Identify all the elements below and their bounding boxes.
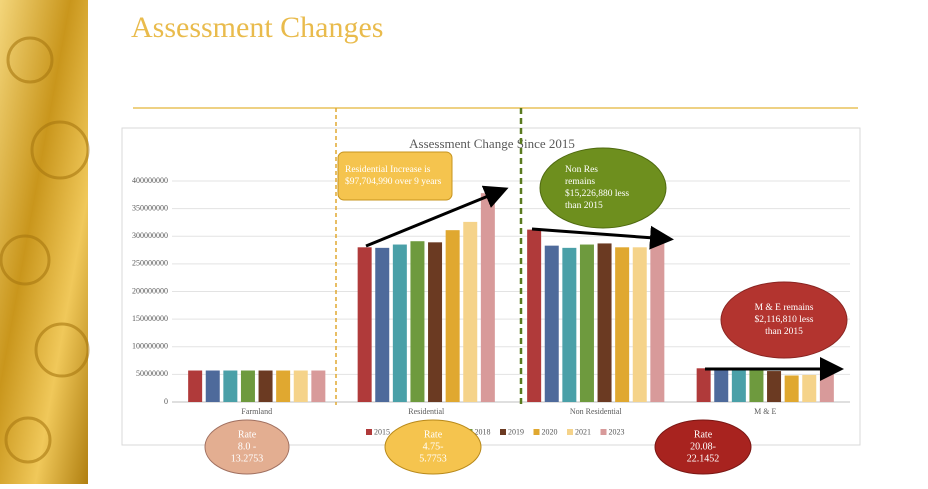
bar <box>259 371 273 402</box>
bar <box>820 369 834 402</box>
annotation-text: Non Res <box>565 165 598 175</box>
annotation-text: Rate <box>694 429 713 440</box>
bar <box>802 375 816 402</box>
bar <box>697 368 711 402</box>
bar <box>767 371 781 402</box>
annotation-text: $2,116,810 less <box>754 314 813 325</box>
annotation-text: 20.08- <box>690 441 716 452</box>
y-tick-label: 50000000 <box>136 369 168 378</box>
legend-swatch <box>534 429 540 435</box>
bar <box>446 230 460 402</box>
annotation-text: $97,704,990 over 9 years <box>345 176 442 187</box>
legend-label: 2015 <box>374 427 390 436</box>
bar <box>241 371 255 402</box>
bar <box>785 375 799 402</box>
bar <box>358 247 372 402</box>
bar <box>393 245 407 402</box>
legend-swatch <box>500 429 506 435</box>
bar <box>580 245 594 402</box>
chart-title: Assessment Change Since 2015 <box>409 136 575 151</box>
bar <box>615 247 629 402</box>
bar <box>598 243 612 402</box>
x-tick-label: M & E <box>754 407 776 416</box>
annotation-text: M & E remains <box>755 303 814 313</box>
bar <box>633 247 647 402</box>
bar <box>206 371 220 402</box>
slide-title: Assessment Changes <box>131 11 383 44</box>
annotation-text: 13.2753 <box>231 453 264 464</box>
y-tick-label: 400000000 <box>132 176 168 185</box>
annotation-text: Rate <box>424 429 443 440</box>
y-tick-label: 200000000 <box>132 286 168 295</box>
annotation-text: 5.7753 <box>419 453 447 464</box>
callout-oval <box>540 148 666 228</box>
bar <box>188 371 202 402</box>
legend-swatch <box>567 429 573 435</box>
slide: Assessment Changes Assessment Change Sin… <box>0 0 928 484</box>
x-tick-label: Non Residential <box>570 407 623 416</box>
legend-label: 2020 <box>542 427 558 436</box>
bar <box>732 369 746 402</box>
bar <box>294 371 308 402</box>
bar <box>410 241 424 402</box>
annotation-text: 8.0 - <box>238 441 256 452</box>
y-tick-label: 250000000 <box>132 259 168 268</box>
annotation-text: 22.1452 <box>687 453 720 464</box>
legend-label: 2018 <box>475 427 491 436</box>
y-tick-label: 350000000 <box>132 203 168 212</box>
annotation-text: $15,226,880 less <box>565 188 629 199</box>
bar <box>481 193 495 402</box>
legend-label: 2019 <box>508 427 524 436</box>
callout-box <box>338 152 452 200</box>
y-tick-label: 100000000 <box>132 342 168 351</box>
bar <box>749 369 763 402</box>
x-tick-label: Residential <box>408 407 445 416</box>
annotation-text: Residential Increase is <box>345 165 431 175</box>
y-tick-label: 0 <box>164 397 168 406</box>
bar <box>276 371 290 402</box>
bar <box>311 371 325 402</box>
bar <box>375 248 389 402</box>
bar <box>562 248 576 402</box>
bar <box>428 242 442 402</box>
annotation-text: than 2015 <box>565 201 603 211</box>
annotation-text: 4.75- <box>423 441 444 452</box>
y-tick-label: 300000000 <box>132 231 168 240</box>
legend-label: 2021 <box>575 427 591 436</box>
bar <box>650 238 664 402</box>
bar <box>223 371 237 402</box>
legend-label: 2023 <box>609 427 625 436</box>
annotation-text: Rate <box>238 429 257 440</box>
bar <box>527 230 541 402</box>
legend-swatch <box>601 429 607 435</box>
legend-swatch <box>366 429 372 435</box>
annotation-text: than 2015 <box>765 327 803 337</box>
annotation-text: remains <box>565 177 595 187</box>
bar <box>463 222 477 402</box>
bar <box>545 246 559 402</box>
bar <box>714 369 728 402</box>
y-tick-label: 150000000 <box>132 314 168 323</box>
x-tick-label: Farmland <box>241 407 272 416</box>
